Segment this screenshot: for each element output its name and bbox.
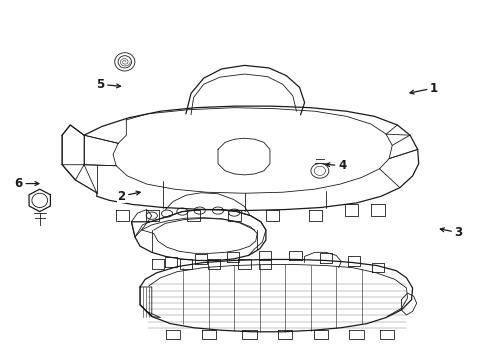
Text: 2: 2 xyxy=(117,190,140,203)
Text: 1: 1 xyxy=(409,81,437,95)
Text: 4: 4 xyxy=(325,159,346,172)
Text: 6: 6 xyxy=(15,177,39,190)
Text: 3: 3 xyxy=(439,226,462,239)
Text: 5: 5 xyxy=(96,78,120,91)
